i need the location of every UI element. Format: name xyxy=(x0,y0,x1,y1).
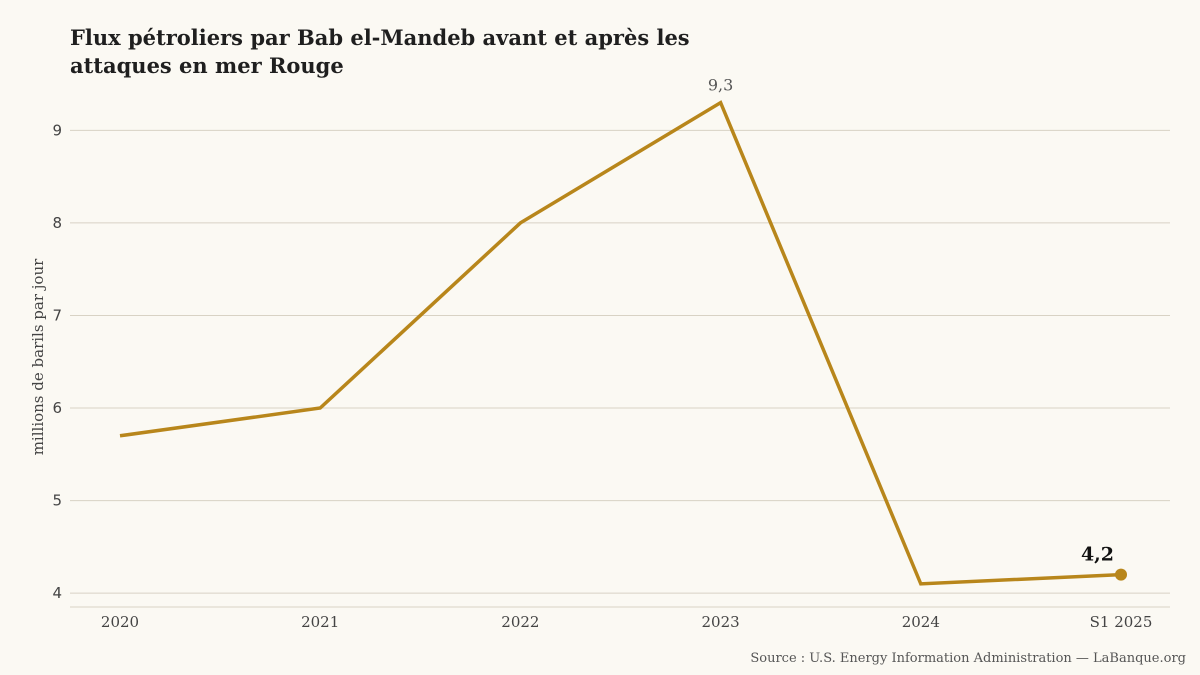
end-point-marker xyxy=(1115,568,1127,581)
x-tick-label: 2024 xyxy=(902,613,940,631)
y-axis-label: millions de barils par jour xyxy=(29,258,47,455)
x-tick-label: S1 2025 xyxy=(1090,613,1153,631)
y-tick-label: 8 xyxy=(52,214,62,232)
x-tick-label: 2023 xyxy=(702,613,740,631)
source-note: Source : U.S. Energy Information Adminis… xyxy=(750,651,1186,666)
peak-value-label: 9,3 xyxy=(708,76,733,95)
chart-title: Flux pétroliers par Bab el-Mandeb avant … xyxy=(70,25,690,78)
y-axis-ticks: 4 5 6 7 8 9 xyxy=(52,121,62,602)
last-value-label: 4,2 xyxy=(1081,544,1114,566)
x-axis-ticks: 2020 2021 2022 2023 2024 S1 2025 xyxy=(101,613,1152,631)
x-tick-label: 2020 xyxy=(101,613,139,631)
y-tick-label: 7 xyxy=(52,306,62,324)
y-tick-label: 9 xyxy=(52,121,62,139)
y-tick-label: 5 xyxy=(52,492,62,510)
y-tick-label: 6 xyxy=(52,399,62,417)
y-tick-label: 4 xyxy=(52,584,62,602)
grid-lines xyxy=(70,129,1170,594)
data-labels: 9,3 4,2 xyxy=(708,76,1114,566)
x-tick-label: 2021 xyxy=(301,613,339,631)
series-group xyxy=(119,100,1127,586)
x-tick-label: 2022 xyxy=(501,613,539,631)
series-line xyxy=(119,100,1122,586)
